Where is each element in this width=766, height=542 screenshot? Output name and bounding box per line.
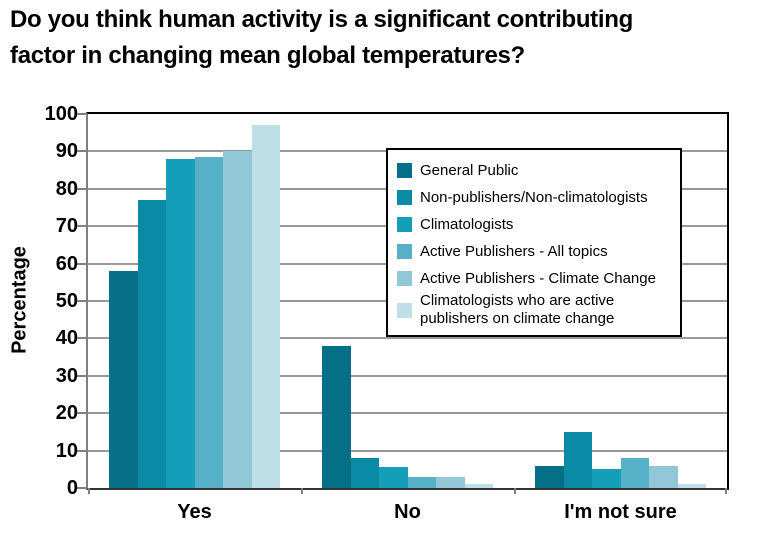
- bar: [251, 125, 280, 488]
- legend: General Public Non-publishers/Non-climato…: [386, 148, 682, 337]
- legend-label: Climatologists: [420, 215, 514, 233]
- legend-item: Climatologists: [397, 211, 671, 238]
- bar: [137, 200, 166, 488]
- y-tick-mark: [77, 337, 86, 340]
- y-tick-mark: [77, 150, 86, 153]
- legend-label: Active Publishers - Climate Change: [420, 269, 656, 287]
- x-tick-mark: [725, 488, 727, 494]
- y-tick-mark: [77, 187, 86, 190]
- bar: [379, 467, 408, 488]
- legend-swatch: [397, 302, 412, 318]
- gridline: [88, 337, 727, 340]
- bar: [436, 476, 465, 488]
- bar: [535, 465, 564, 488]
- x-category-label: Yes: [177, 501, 212, 523]
- bar: [464, 484, 493, 488]
- y-tick-mark: [77, 300, 86, 302]
- legend-label: Active Publishers - All topics: [420, 242, 608, 260]
- bar: [620, 458, 649, 488]
- y-tick-label: 90: [55, 140, 78, 163]
- bar-group: [109, 114, 280, 488]
- x-tick-mark: [514, 488, 516, 494]
- y-tick-mark: [77, 487, 86, 489]
- legend-swatch: [397, 163, 412, 178]
- legend-item: Active Publishers - All topics: [397, 238, 671, 265]
- x-tick-mark: [88, 488, 90, 494]
- x-tick-mark: [301, 488, 303, 494]
- legend-item: Active Publishers - Climate Change: [397, 265, 671, 292]
- bar: [677, 484, 706, 488]
- legend-item: Non-publishers/Non-climatologists: [397, 184, 671, 211]
- y-tick-label: 100: [44, 103, 78, 125]
- bar: [109, 271, 138, 488]
- chart-title: Do you think human activity is a signifi…: [10, 2, 762, 74]
- chart-title-line2: factor in changing mean global temperatu…: [10, 42, 525, 69]
- bar-group: [535, 114, 706, 488]
- legend-item: Climatologists who are active publishers…: [397, 292, 671, 328]
- bar: [407, 476, 436, 488]
- bar-group: [322, 114, 493, 488]
- x-category-label: I'm not sure: [564, 501, 677, 523]
- y-tick-mark: [77, 113, 86, 115]
- y-tick-label: 10: [55, 439, 78, 462]
- y-tick-label: 40: [55, 327, 78, 350]
- legend-item: General Public: [397, 157, 671, 184]
- bar: [322, 345, 351, 488]
- bar: [649, 465, 678, 488]
- y-tick-label: 50: [55, 290, 78, 312]
- y-tick-mark: [77, 225, 86, 228]
- x-category-label: No: [394, 501, 421, 523]
- plot-area: General Public Non-publishers/Non-climato…: [86, 112, 729, 494]
- legend-label: Climatologists who are active publishers…: [420, 292, 615, 327]
- y-tick-mark: [77, 374, 86, 377]
- legend-swatch: [397, 190, 412, 205]
- bar: [350, 458, 379, 488]
- bar: [194, 157, 223, 488]
- legend-swatch: [397, 244, 412, 259]
- y-tick-label: 80: [55, 177, 78, 200]
- legend-swatch: [397, 271, 412, 286]
- bar: [563, 431, 592, 488]
- legend-swatch: [397, 217, 412, 232]
- gridline: [88, 412, 727, 415]
- gridline: [88, 374, 727, 377]
- legend-label: Non-publishers/Non-climatologists: [420, 188, 648, 206]
- chart-title-line1: Do you think human activity is a signifi…: [10, 6, 633, 33]
- y-tick-label: 0: [66, 477, 78, 499]
- bar: [223, 151, 252, 488]
- bar: [592, 469, 621, 488]
- y-tick-label: 20: [55, 402, 78, 425]
- y-tick-label: 30: [55, 364, 78, 387]
- y-tick-mark: [77, 449, 86, 452]
- y-tick-mark: [77, 412, 86, 415]
- y-tick-label: 70: [55, 215, 78, 238]
- bar: [166, 158, 195, 488]
- gridline: [88, 449, 727, 452]
- y-tick-mark: [77, 262, 86, 265]
- legend-label: General Public: [420, 161, 519, 179]
- y-tick-label: 60: [55, 252, 78, 275]
